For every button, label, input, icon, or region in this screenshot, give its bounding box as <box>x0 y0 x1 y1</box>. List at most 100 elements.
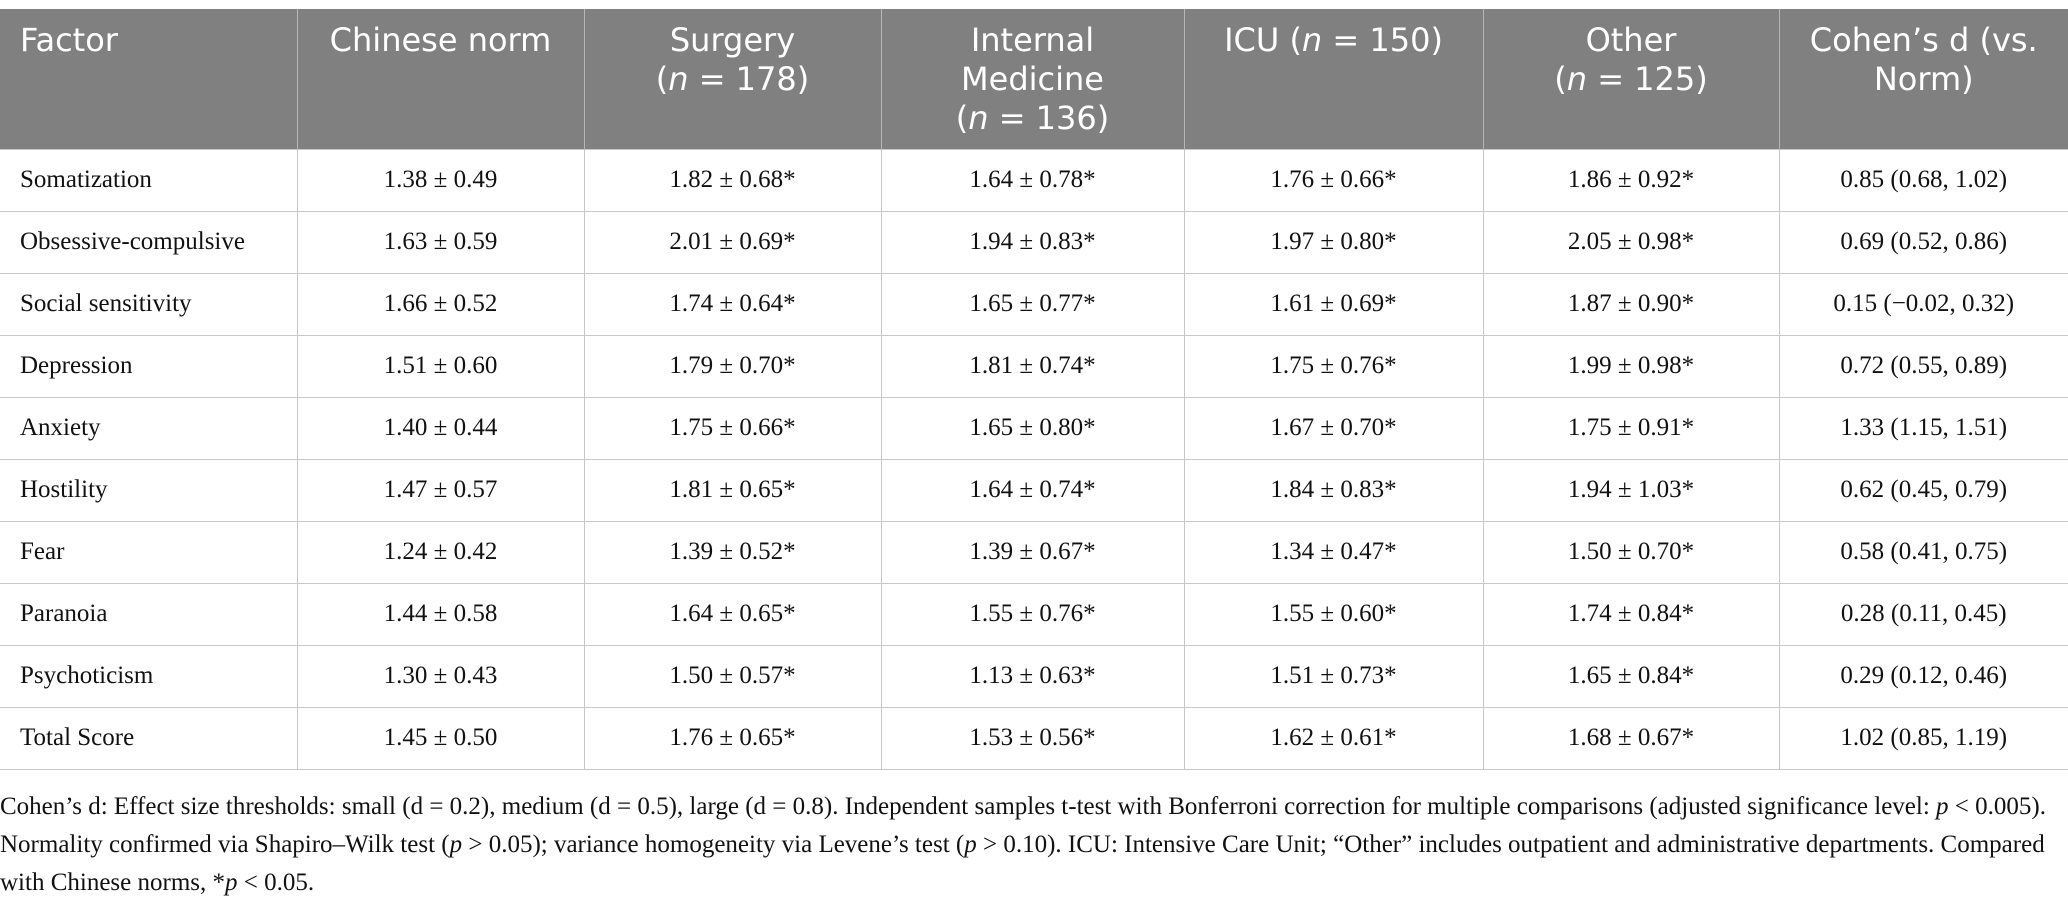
value-cell: 1.33 (1.15, 1.51) <box>1778 396 2068 460</box>
value-cell: 1.76 ± 0.66* <box>1183 148 1484 212</box>
italic-text: p <box>1936 793 1949 820</box>
factor-cell: Anxiety <box>0 396 298 460</box>
header-cell: Chinese norm <box>296 9 584 149</box>
italic-text: n <box>968 99 989 137</box>
value-cell: 1.81 ± 0.65* <box>583 458 882 522</box>
table-header: Factor Chinese norm Surgery (n = 178) Intern… <box>0 9 2068 149</box>
text: Chinese norm <box>329 21 552 59</box>
header-line: Internal <box>890 21 1176 60</box>
value-cell: 0.69 (0.52, 0.86) <box>1778 210 2068 274</box>
italic-text: p <box>964 831 977 858</box>
text: Medicine <box>961 60 1104 98</box>
value-cell: 1.64 ± 0.78* <box>880 148 1185 212</box>
value-cell: 1.50 ± 0.57* <box>583 644 882 708</box>
value-cell: 0.85 (0.68, 1.02) <box>1778 148 2068 212</box>
table-row: Paranoia 1.44 ± 0.58 1.64 ± 0.65* 1.55 ± 0.… <box>0 582 2068 646</box>
text: Norm) <box>1873 60 1974 98</box>
header-line: Norm) <box>1788 60 2061 99</box>
italic-text: p <box>449 831 463 858</box>
italic-text: n <box>668 60 689 98</box>
value-cell: 2.01 ± 0.69* <box>583 210 882 274</box>
table-row: Anxiety 1.40 ± 0.44 1.75 ± 0.66* 1.65 ± 0.8… <box>0 396 2068 460</box>
value-cell: 1.61 ± 0.69* <box>1183 272 1484 336</box>
header-line: Other <box>1492 21 1771 60</box>
table-row: Depression 1.51 ± 0.60 1.79 ± 0.70* 1.81 ± … <box>0 334 2068 398</box>
value-cell: 1.55 ± 0.76* <box>880 582 1185 646</box>
value-cell: 1.74 ± 0.84* <box>1482 582 1780 646</box>
table-body: Somatization 1.38 ± 0.49 1.82 ± 0.68* 1.64 … <box>0 148 2068 770</box>
factor-cell: Total Score <box>0 706 298 770</box>
value-cell: 1.65 ± 0.77* <box>880 272 1185 336</box>
italic-text: n <box>1301 21 1323 59</box>
text: ( <box>1554 60 1567 98</box>
table-row: Fear 1.24 ± 0.42 1.39 ± 0.52* 1.39 ± 0.67* 1… <box>0 520 2068 584</box>
value-cell: 1.30 ± 0.43 <box>296 644 585 708</box>
header-line: (n = 178) <box>593 60 873 99</box>
header-line: Cohen’s d (vs. <box>1788 21 2061 60</box>
value-cell: 1.97 ± 0.80* <box>1183 210 1484 274</box>
value-cell: 1.65 ± 0.80* <box>880 396 1185 460</box>
value-cell: 1.51 ± 0.73* <box>1183 644 1484 708</box>
value-cell: 1.53 ± 0.56* <box>880 706 1185 770</box>
text: = 150) <box>1322 21 1443 59</box>
text: > 0.05); variance homogeneity via Levene… <box>462 831 965 858</box>
value-cell: 1.40 ± 0.44 <box>296 396 585 460</box>
value-cell: 1.13 ± 0.63* <box>880 644 1185 708</box>
value-cell: 1.75 ± 0.91* <box>1482 396 1780 460</box>
text: = 125) <box>1587 60 1708 98</box>
value-cell: 0.62 (0.45, 0.79) <box>1778 458 2068 522</box>
value-cell: 1.75 ± 0.76* <box>1183 334 1484 398</box>
header-cell: Cohen’s d (vs. Norm) <box>1778 9 2068 149</box>
text: < 0.05. <box>237 869 315 896</box>
value-cell: 1.81 ± 0.74* <box>880 334 1185 398</box>
text: = 136) <box>988 99 1110 137</box>
table-row: Hostility 1.47 ± 0.57 1.81 ± 0.65* 1.64 ± 0… <box>0 458 2068 522</box>
value-cell: 1.39 ± 0.67* <box>880 520 1185 584</box>
value-cell: 1.86 ± 0.92* <box>1482 148 1780 212</box>
value-cell: 1.82 ± 0.68* <box>583 148 882 212</box>
value-cell: 1.67 ± 0.70* <box>1183 396 1484 460</box>
value-cell: 1.44 ± 0.58 <box>296 582 585 646</box>
table-row: Obsessive-compulsive 1.63 ± 0.59 2.01 ± 0.… <box>0 210 2068 274</box>
text: ICU ( <box>1224 21 1302 59</box>
header-line: Factor <box>20 21 289 60</box>
footnote: Cohen’s d: Effect size thresholds: small… <box>0 788 2060 902</box>
value-cell: 1.38 ± 0.49 <box>296 148 585 212</box>
text: > 0.10). ICU: Intensive Care Unit; “Othe… <box>0 831 2045 896</box>
value-cell: 1.50 ± 0.70* <box>1482 520 1780 584</box>
header-cell: Surgery (n = 178) <box>583 9 881 149</box>
table-row: Total Score 1.45 ± 0.50 1.76 ± 0.65* 1.53 ±… <box>0 706 2068 770</box>
italic-text: n <box>1566 60 1588 98</box>
table-row: Psychoticism 1.30 ± 0.43 1.50 ± 0.57* 1.13 … <box>0 644 2068 708</box>
header-line: (n = 136) <box>890 99 1176 138</box>
text: Surgery <box>669 21 796 59</box>
factor-cell: Hostility <box>0 458 298 522</box>
value-cell: 1.94 ± 1.03* <box>1482 458 1780 522</box>
value-cell: 1.34 ± 0.47* <box>1183 520 1484 584</box>
value-cell: 1.45 ± 0.50 <box>296 706 585 770</box>
header-line: Medicine <box>890 60 1176 99</box>
value-cell: 1.87 ± 0.90* <box>1482 272 1780 336</box>
text: < 0.005). Normality confirmed via Shapir… <box>0 793 2046 858</box>
text: Cohen’s d: Effect size thresholds: small… <box>0 793 1937 820</box>
value-cell: 0.29 (0.12, 0.46) <box>1778 644 2068 708</box>
header-cell: Internal Medicine (n = 136) <box>880 9 1184 149</box>
header-cell: ICU (n = 150) <box>1183 9 1483 149</box>
value-cell: 1.68 ± 0.67* <box>1482 706 1780 770</box>
value-cell: 1.39 ± 0.52* <box>583 520 882 584</box>
factor-cell: Paranoia <box>0 582 298 646</box>
value-cell: 1.02 (0.85, 1.19) <box>1778 706 2068 770</box>
header-row: Factor Chinese norm Surgery (n = 178) Intern… <box>0 9 2068 149</box>
factor-cell: Depression <box>0 334 298 398</box>
value-cell: 1.94 ± 0.83* <box>880 210 1185 274</box>
header-cell: Other (n = 125) <box>1482 9 1779 149</box>
value-cell: 0.58 (0.41, 0.75) <box>1778 520 2068 584</box>
data-table: Factor Chinese norm Surgery (n = 178) Intern… <box>0 9 2068 770</box>
header-line: Surgery <box>593 21 873 60</box>
value-cell: 1.84 ± 0.83* <box>1183 458 1484 522</box>
text: Internal <box>970 21 1095 59</box>
header-line: ICU (n = 150) <box>1193 21 1475 60</box>
value-cell: 1.99 ± 0.98* <box>1482 334 1780 398</box>
factor-cell: Obsessive-compulsive <box>0 210 298 274</box>
